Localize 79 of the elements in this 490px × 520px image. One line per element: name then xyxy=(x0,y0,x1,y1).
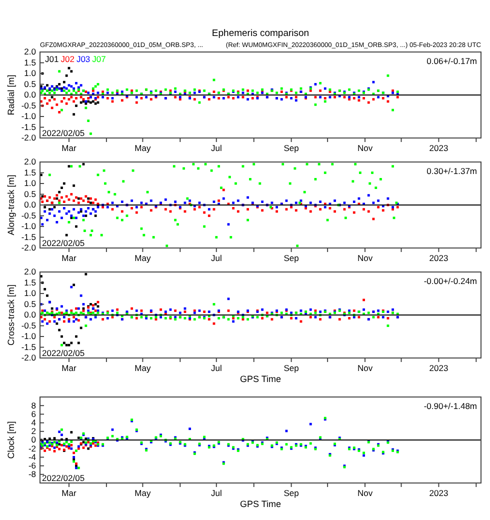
x-tick-label: 2023 xyxy=(429,363,448,374)
y-tick-label: 0.0 xyxy=(24,310,36,320)
y-tick-label: -6 xyxy=(28,460,36,471)
x-tick-label: Nov xyxy=(357,253,374,264)
annotation: 2022/02/05 xyxy=(42,473,85,483)
x-tick-label: Jul xyxy=(210,143,222,154)
y-tick-label: -2.0 xyxy=(21,132,36,143)
x-axis-title: GPS Time xyxy=(240,374,282,384)
y-tick-label: 6 xyxy=(31,408,36,419)
x-tick-label: Mar xyxy=(62,488,76,498)
y-tick-label: -2.0 xyxy=(21,242,36,253)
x-tick-label: May xyxy=(134,143,152,154)
x-tick-label: Sep xyxy=(284,253,300,264)
y-tick-label: 1.5 xyxy=(24,277,36,288)
x-tick-label: Mar xyxy=(62,143,76,154)
annotation: -0.90+/-1.48m xyxy=(424,401,477,411)
x-tick-label: Jul xyxy=(210,488,222,498)
x-tick-label: Sep xyxy=(284,143,300,154)
y-tick-label: -1.0 xyxy=(21,111,36,122)
text: J03 xyxy=(76,54,90,64)
y-tick-label: 8 xyxy=(31,400,36,410)
y-tick-label: -4 xyxy=(28,452,36,462)
y-tick-label: 1.0 xyxy=(24,178,36,188)
y-axis-title: Radial [m] xyxy=(6,74,16,116)
annotation: -0.00+/-0.24m xyxy=(424,276,477,286)
y-tick-label: 0.0 xyxy=(24,90,36,100)
series-label: J01 xyxy=(45,54,59,64)
y-tick-label: 2.0 xyxy=(24,156,36,167)
x-tick-label: Jul xyxy=(210,363,222,374)
y-tick-label: -0.5 xyxy=(21,320,36,330)
x-tick-label: Jul xyxy=(210,253,222,264)
x-tick-label: Nov xyxy=(357,488,374,498)
chart-title: Ephemeris comparison xyxy=(212,28,310,39)
y-tick-label: 0.0 xyxy=(24,200,36,210)
y-tick-label: 0 xyxy=(31,434,36,445)
y-tick-label: -0.5 xyxy=(21,210,36,220)
y-tick-label: -8 xyxy=(28,469,36,480)
x-axis-title: GPS Time xyxy=(240,499,282,509)
y-tick-label: 1.5 xyxy=(24,167,36,178)
y-axis-title: Along-track [m] xyxy=(6,174,16,236)
y-tick-label: -1.0 xyxy=(21,221,36,232)
x-tick-label: Mar xyxy=(62,253,76,264)
y-tick-label: 1.0 xyxy=(24,288,36,298)
x-tick-label: Mar xyxy=(62,363,76,374)
y-tick-label: -1.5 xyxy=(21,232,36,242)
y-tick-label: -1.5 xyxy=(21,122,36,132)
x-tick-label: May xyxy=(134,363,152,374)
y-tick-label: -1.5 xyxy=(21,342,36,352)
y-tick-label: 0.5 xyxy=(24,78,36,89)
annotation: 2022/02/05 xyxy=(42,348,85,358)
x-tick-label: Nov xyxy=(357,363,374,374)
x-tick-label: May xyxy=(134,488,152,498)
y-axis-title: Clock [m] xyxy=(6,421,16,459)
y-tick-label: -2.0 xyxy=(21,352,36,363)
x-tick-label: Nov xyxy=(357,143,374,154)
y-tick-label: 1.5 xyxy=(24,57,36,68)
annotation: 0.30+/-1.37m xyxy=(426,166,477,176)
annotation: 0.06+/-0.17m xyxy=(426,56,477,66)
y-tick-label: -2 xyxy=(28,443,36,454)
x-tick-label: 2023 xyxy=(429,253,448,264)
y-tick-label: -0.5 xyxy=(21,100,36,110)
y-tick-label: 2 xyxy=(31,426,36,436)
x-tick-label: May xyxy=(134,253,152,264)
y-tick-label: 4 xyxy=(31,418,36,428)
y-tick-label: 2.0 xyxy=(24,46,36,57)
x-tick-label: Sep xyxy=(284,363,300,374)
text: J02 xyxy=(60,54,75,64)
x-tick-label: 2023 xyxy=(429,488,448,498)
x-tick-label: 2023 xyxy=(429,143,448,154)
y-axis-title: Cross-track [m] xyxy=(6,284,16,346)
x-tick-label: Sep xyxy=(284,488,300,498)
y-tick-label: 0.5 xyxy=(24,188,36,199)
y-tick-label: -1.0 xyxy=(21,331,36,342)
y-tick-label: 0.5 xyxy=(24,298,36,309)
annotation: 2022/02/05 xyxy=(42,238,85,248)
text: J07 xyxy=(92,54,106,64)
annotation: 2022/02/05 xyxy=(42,128,85,138)
y-tick-label: 1.0 xyxy=(24,68,36,78)
y-tick-label: 2.0 xyxy=(24,266,36,277)
